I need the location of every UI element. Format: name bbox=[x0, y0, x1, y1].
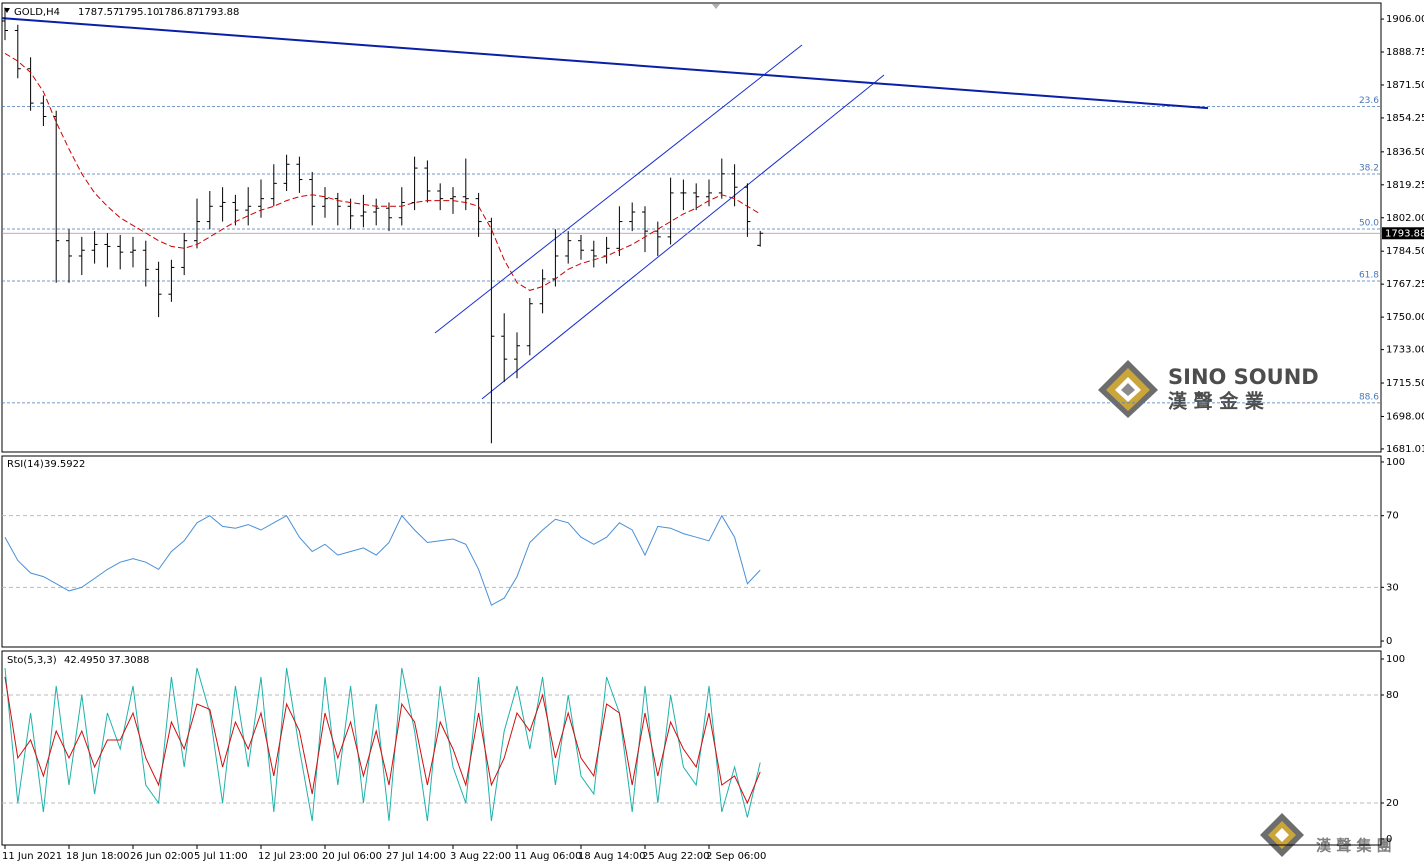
stoch-line bbox=[4, 676, 761, 805]
ohlc-value: 1795.10 bbox=[118, 7, 159, 18]
x-tick-label: 27 Jul 14:00 bbox=[386, 851, 446, 862]
panel-frame bbox=[1, 455, 1382, 648]
y-tick-label: 0 bbox=[1386, 636, 1392, 647]
y-tick-label: 70 bbox=[1386, 511, 1399, 522]
ohlc-value: 1787.57 bbox=[78, 7, 119, 18]
panel-frame bbox=[1, 2, 1382, 453]
y-tick-label: 1871.50 bbox=[1386, 80, 1424, 91]
y-tick-label: 1681.01 bbox=[1386, 444, 1424, 455]
rsi-name: RSI(14) bbox=[7, 459, 44, 470]
fib-label: 61.8 bbox=[1359, 270, 1379, 280]
x-tick-label: 5 Jul 11:00 bbox=[194, 851, 248, 862]
y-tick-label: 1784.50 bbox=[1386, 246, 1424, 257]
logo-name: SINO SOUND bbox=[1168, 365, 1319, 389]
y-tick-label: 1698.00 bbox=[1386, 411, 1424, 422]
y-tick-label: 1854.25 bbox=[1386, 113, 1424, 124]
moving-average bbox=[4, 52, 761, 291]
x-tick-label: 12 Jul 23:00 bbox=[258, 851, 318, 862]
y-tick-label: 100 bbox=[1386, 654, 1405, 665]
fib-label: 23.6 bbox=[1359, 96, 1379, 106]
x-tick-label: 11 Aug 06:00 bbox=[514, 851, 581, 862]
trend-line bbox=[1, 17, 1209, 110]
y-tick-label: 1802.00 bbox=[1386, 213, 1424, 224]
y-tick-label: 1888.75 bbox=[1386, 47, 1424, 58]
ohlc-value: 1786.87 bbox=[158, 7, 199, 18]
last-price-label: 1793.88 bbox=[1385, 228, 1424, 239]
stoch-value: 42.4950 bbox=[64, 655, 105, 666]
last-price-box bbox=[1382, 227, 1424, 240]
y-tick-label: 1819.25 bbox=[1386, 180, 1424, 191]
y-tick-label: 20 bbox=[1386, 798, 1399, 809]
y-tick-label: 1767.25 bbox=[1386, 279, 1424, 290]
fib-label: 50.0 bbox=[1359, 219, 1379, 229]
y-tick-label: 1715.50 bbox=[1386, 378, 1424, 389]
x-tick-label: 3 Aug 22:00 bbox=[450, 851, 511, 862]
y-tick-label: 1906.00 bbox=[1386, 14, 1424, 25]
fib-label: 88.6 bbox=[1359, 392, 1379, 402]
y-tick-label: 1733.00 bbox=[1386, 345, 1424, 356]
scroll-marker bbox=[712, 4, 720, 9]
logo-center bbox=[1121, 383, 1135, 396]
ohlc-value: 1793.88 bbox=[198, 7, 239, 18]
stoch-name: Sto(5,3,3) bbox=[7, 655, 57, 666]
y-tick-label: 1836.50 bbox=[1386, 147, 1424, 158]
rsi-line bbox=[4, 514, 761, 606]
y-tick-label: 0 bbox=[1386, 834, 1392, 845]
x-tick-label: 25 Aug 22:00 bbox=[642, 851, 709, 862]
x-tick-label: 18 Jun 18:00 bbox=[66, 851, 130, 862]
trend-line bbox=[434, 44, 803, 334]
x-tick-label: 20 Jul 06:00 bbox=[322, 851, 382, 862]
y-tick-label: 80 bbox=[1386, 690, 1399, 701]
y-tick-label: 1750.00 bbox=[1386, 312, 1424, 323]
stoch-value: 37.3088 bbox=[108, 655, 149, 666]
symbol-label: GOLD,H4 bbox=[14, 7, 60, 18]
stoch-line bbox=[4, 667, 761, 822]
x-tick-label: 11 Jun 2021 bbox=[2, 851, 62, 862]
footer-logo-core bbox=[1275, 828, 1289, 842]
rsi-value: 39.5922 bbox=[44, 459, 85, 470]
x-tick-label: 26 Jun 02:00 bbox=[130, 851, 194, 862]
logo-subtitle: 漢 聲 金 業 bbox=[1168, 390, 1265, 413]
y-tick-label: 100 bbox=[1386, 457, 1405, 468]
trend-line bbox=[481, 74, 885, 400]
panel-frame bbox=[1, 650, 1382, 846]
fib-label: 38.2 bbox=[1359, 164, 1379, 174]
x-tick-label: 18 Aug 14:00 bbox=[578, 851, 645, 862]
x-tick-label: 2 Sep 06:00 bbox=[706, 851, 766, 862]
y-tick-label: 30 bbox=[1386, 582, 1399, 593]
